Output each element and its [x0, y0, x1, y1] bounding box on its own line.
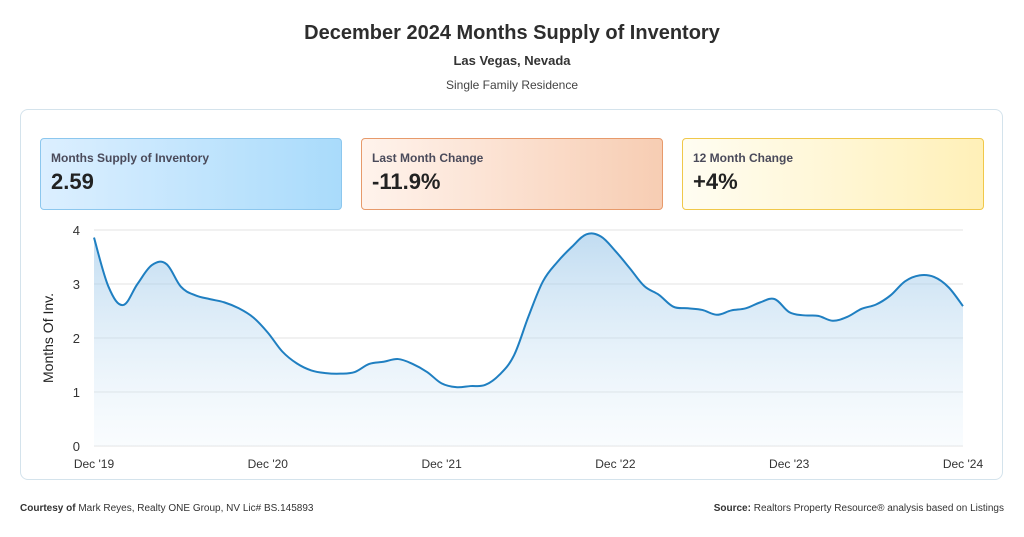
data-point — [716, 314, 718, 316]
data-point — [484, 384, 486, 386]
x-tick-label: Dec '22 — [595, 457, 636, 471]
data-point — [687, 307, 689, 309]
x-tick-label: Dec '20 — [248, 457, 289, 471]
data-point — [455, 386, 457, 388]
data-point — [542, 280, 544, 282]
data-point — [412, 363, 414, 365]
data-point — [890, 294, 892, 296]
data-point — [122, 304, 124, 306]
data-point — [701, 309, 703, 311]
data-point — [629, 267, 631, 269]
data-point — [948, 286, 950, 288]
data-point — [846, 316, 848, 318]
x-tick-label: Dec '19 — [74, 457, 115, 471]
data-point — [93, 237, 95, 239]
data-point — [267, 332, 269, 334]
data-point — [585, 233, 587, 235]
data-point — [310, 369, 312, 371]
supply-card: Months Supply of Inventory 2.59 — [40, 138, 342, 210]
supply-card-value: 2.59 — [51, 169, 94, 194]
data-point — [600, 235, 602, 237]
source-footer: Source: Realtors Property Resource® anal… — [714, 503, 1004, 514]
data-point — [223, 301, 225, 303]
source-label: Source: — [713, 503, 751, 514]
data-point — [238, 307, 240, 309]
twelve-month-change-value: +4% — [693, 169, 738, 194]
chart-title: December 2024 Months Supply of Inventory — [304, 22, 720, 44]
x-tick-label: Dec '24 — [943, 457, 984, 471]
courtesy-footer: Courtesy of Mark Reyes, Realty ONE Group… — [20, 503, 313, 514]
data-point — [803, 314, 805, 316]
data-point — [325, 372, 327, 374]
data-point — [933, 276, 935, 278]
data-point — [904, 280, 906, 282]
courtesy-label: Courtesy of — [20, 503, 76, 514]
data-point — [136, 283, 138, 285]
data-point — [151, 264, 153, 266]
data-point — [658, 294, 660, 296]
data-point — [107, 286, 109, 288]
data-point — [672, 306, 674, 308]
data-point — [470, 385, 472, 387]
data-point — [180, 286, 182, 288]
data-point — [643, 285, 645, 287]
data-point — [339, 373, 341, 375]
data-point — [919, 274, 921, 276]
data-point — [745, 307, 747, 309]
y-tick-label: 2 — [73, 331, 80, 346]
supply-card-label: Months Supply of Inventory — [51, 151, 209, 165]
property-type-subtitle: Single Family Residence — [445, 78, 579, 92]
data-point — [441, 382, 443, 384]
data-point — [774, 298, 776, 300]
data-point — [571, 246, 573, 248]
data-point — [296, 362, 298, 364]
data-point — [875, 304, 877, 306]
last-month-change-label: Last Month Change — [372, 151, 484, 165]
y-tick-label: 0 — [73, 439, 80, 454]
source-text: Realtors Property Resource® analysis bas… — [753, 503, 1004, 514]
data-point — [513, 354, 515, 356]
data-point — [556, 261, 558, 263]
data-point — [165, 263, 167, 265]
y-tick-label: 4 — [73, 223, 80, 238]
last-month-change-value: -11.9% — [372, 169, 441, 194]
courtesy-text: Mark Reyes, Realty ONE Group, NV Lic# BS… — [78, 503, 314, 514]
data-point — [426, 371, 428, 373]
x-tick-label: Dec '21 — [421, 457, 462, 471]
data-point — [368, 363, 370, 365]
data-point — [730, 309, 732, 311]
location-subtitle: Las Vegas, Nevada — [453, 53, 571, 68]
data-point — [499, 374, 501, 376]
data-point — [817, 315, 819, 317]
last-month-change-card: Last Month Change -11.9% — [361, 138, 663, 210]
y-axis-label: Months Of Inv. — [40, 293, 56, 383]
y-tick-label: 1 — [73, 385, 80, 400]
series-area — [94, 233, 963, 446]
data-point — [788, 311, 790, 313]
data-point — [832, 320, 834, 322]
data-point — [861, 308, 863, 310]
data-point — [383, 361, 385, 363]
twelve-month-change-card: 12 Month Change +4% — [682, 138, 984, 210]
data-point — [397, 358, 399, 360]
x-tick-label: Dec '23 — [769, 457, 810, 471]
data-point — [759, 301, 761, 303]
data-point — [614, 250, 616, 252]
data-point — [528, 315, 530, 317]
data-point — [281, 351, 283, 353]
y-tick-label: 3 — [73, 277, 80, 292]
data-point — [252, 316, 254, 318]
data-point — [194, 294, 196, 296]
data-point — [354, 371, 356, 373]
data-point — [962, 305, 964, 307]
series-line — [93, 232, 964, 389]
twelve-month-change-label: 12 Month Change — [693, 151, 794, 165]
data-point — [209, 298, 211, 300]
